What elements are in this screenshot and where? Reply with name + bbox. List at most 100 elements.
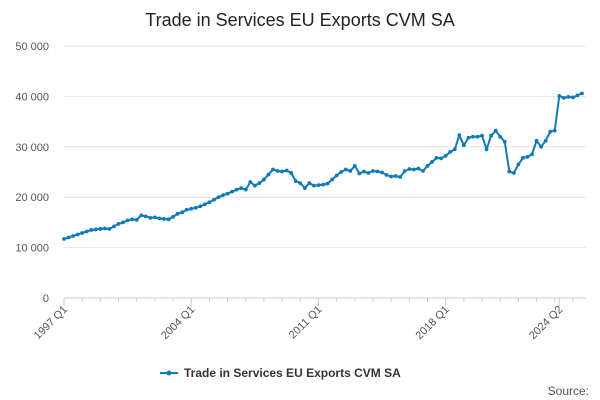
data-point[interactable] <box>398 175 403 179</box>
data-point[interactable] <box>548 129 553 134</box>
data-point[interactable] <box>198 204 203 209</box>
data-point[interactable] <box>75 232 80 237</box>
data-point[interactable] <box>334 173 339 178</box>
data-point[interactable] <box>202 202 207 207</box>
data-point[interactable] <box>525 154 530 159</box>
data-point[interactable] <box>93 227 98 232</box>
data-point[interactable] <box>302 186 307 191</box>
data-point[interactable] <box>89 228 94 232</box>
data-point[interactable] <box>248 180 253 184</box>
data-point[interactable] <box>539 144 544 149</box>
data-point[interactable] <box>389 174 394 179</box>
data-point[interactable] <box>466 135 471 140</box>
source-label[interactable]: Source: <box>548 384 589 398</box>
data-point[interactable] <box>575 93 580 98</box>
data-point[interactable] <box>330 177 334 182</box>
data-point[interactable] <box>489 133 494 138</box>
data-point[interactable] <box>580 91 584 96</box>
data-point[interactable] <box>62 237 66 241</box>
data-point[interactable] <box>293 179 298 183</box>
data-point[interactable] <box>139 213 144 218</box>
data-point[interactable] <box>230 189 235 194</box>
data-point[interactable] <box>425 164 430 168</box>
data-point[interactable] <box>171 214 175 219</box>
data-point[interactable] <box>343 167 348 172</box>
data-point[interactable] <box>371 169 375 173</box>
data-point[interactable] <box>384 173 389 177</box>
data-point[interactable] <box>457 133 462 138</box>
data-point[interactable] <box>193 205 198 210</box>
data-point[interactable] <box>366 171 371 175</box>
data-point[interactable] <box>266 172 271 177</box>
data-point[interactable] <box>66 235 71 240</box>
data-point[interactable] <box>493 128 498 133</box>
data-point[interactable] <box>252 183 257 188</box>
data-point[interactable] <box>289 171 294 175</box>
data-point[interactable] <box>189 206 194 211</box>
data-point[interactable] <box>275 169 280 173</box>
data-point[interactable] <box>434 155 439 160</box>
data-point[interactable] <box>380 170 384 175</box>
data-point[interactable] <box>262 177 266 182</box>
data-point[interactable] <box>543 138 548 143</box>
data-point[interactable] <box>325 181 330 186</box>
data-point[interactable] <box>557 94 562 98</box>
data-point[interactable] <box>175 211 180 216</box>
data-point[interactable] <box>566 95 571 99</box>
data-point[interactable] <box>321 182 325 187</box>
data-point[interactable] <box>98 227 103 231</box>
data-point[interactable] <box>284 168 289 173</box>
data-point[interactable] <box>212 197 216 202</box>
data-point[interactable] <box>234 187 239 192</box>
data-point[interactable] <box>239 186 244 191</box>
data-point[interactable] <box>84 229 89 234</box>
data-point[interactable] <box>439 156 444 161</box>
data-point[interactable] <box>221 193 225 198</box>
data-point[interactable] <box>430 160 434 164</box>
data-point[interactable] <box>357 171 362 176</box>
data-point[interactable] <box>484 147 489 152</box>
data-point[interactable] <box>298 181 303 185</box>
data-point[interactable] <box>143 214 148 219</box>
data-point[interactable] <box>375 169 380 174</box>
data-point[interactable] <box>184 207 189 212</box>
data-point[interactable] <box>166 217 171 222</box>
data-point[interactable] <box>402 169 407 173</box>
data-point[interactable] <box>511 171 516 175</box>
data-point[interactable] <box>280 169 285 174</box>
data-point[interactable] <box>443 153 448 158</box>
data-point[interactable] <box>348 169 353 173</box>
data-point[interactable] <box>316 183 321 188</box>
data-point[interactable] <box>112 224 116 229</box>
data-point[interactable] <box>312 183 316 188</box>
data-point[interactable] <box>452 147 457 152</box>
data-point[interactable] <box>448 149 453 154</box>
data-point[interactable] <box>152 215 157 220</box>
data-point[interactable] <box>80 231 85 235</box>
data-point[interactable] <box>534 138 539 143</box>
data-point[interactable] <box>352 164 357 168</box>
data-point[interactable] <box>521 155 525 160</box>
data-point[interactable] <box>307 181 312 185</box>
data-point[interactable] <box>121 220 125 225</box>
data-point[interactable] <box>148 215 153 220</box>
data-point[interactable] <box>107 227 112 231</box>
data-point[interactable] <box>416 166 421 171</box>
data-point[interactable] <box>571 95 575 100</box>
data-point[interactable] <box>130 217 135 222</box>
data-point[interactable] <box>502 139 507 144</box>
data-point[interactable] <box>516 162 521 167</box>
data-point[interactable] <box>116 222 121 226</box>
data-point[interactable] <box>257 181 262 185</box>
data-point[interactable] <box>561 96 566 100</box>
data-point[interactable] <box>207 200 212 205</box>
data-point[interactable] <box>102 226 107 231</box>
data-point[interactable] <box>225 191 230 196</box>
data-point[interactable] <box>471 134 475 139</box>
data-point[interactable] <box>507 169 512 174</box>
data-point[interactable] <box>361 169 366 174</box>
data-point[interactable] <box>498 134 503 139</box>
data-point[interactable] <box>393 174 398 178</box>
data-point[interactable] <box>157 216 162 221</box>
data-point[interactable] <box>134 217 139 222</box>
